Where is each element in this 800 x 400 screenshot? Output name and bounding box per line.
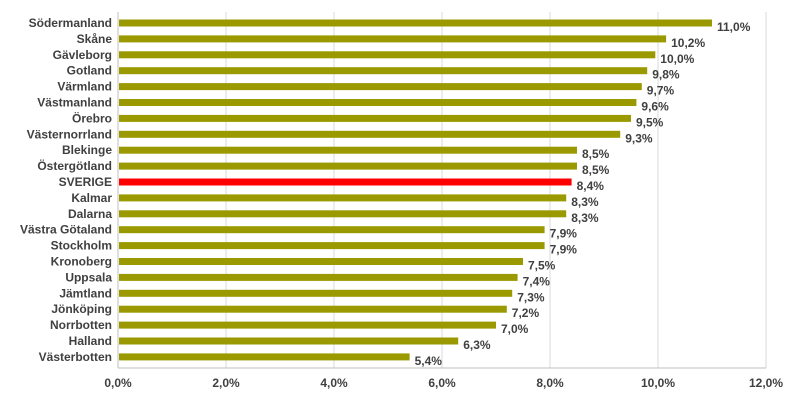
data-label: 7,2% xyxy=(512,306,540,320)
bar xyxy=(119,226,545,234)
bar xyxy=(119,289,513,297)
x-tick-label: 12,0% xyxy=(749,376,783,390)
bar xyxy=(119,242,545,250)
x-tick-label: 0,0% xyxy=(104,376,132,390)
bar xyxy=(119,35,667,43)
x-tick-label: 8,0% xyxy=(536,376,564,390)
bar xyxy=(119,258,523,265)
category-label: Gävleborg xyxy=(53,48,112,62)
bar xyxy=(119,146,577,154)
data-label: 10,0% xyxy=(660,52,694,66)
category-label: Kronoberg xyxy=(51,255,112,269)
data-label: 5,4% xyxy=(415,354,443,368)
category-label: Blekinge xyxy=(62,143,112,157)
bar xyxy=(119,210,567,218)
data-label: 9,5% xyxy=(636,115,664,129)
category-label: Stockholm xyxy=(51,239,112,253)
category-label: Jämtland xyxy=(59,286,112,300)
x-tick-label: 2,0% xyxy=(212,376,240,390)
data-label: 7,9% xyxy=(550,243,578,257)
data-label: 8,3% xyxy=(571,211,599,225)
data-label: 9,8% xyxy=(652,68,680,82)
data-label: 7,5% xyxy=(528,259,556,273)
bar-highlight xyxy=(119,178,572,186)
data-label: 9,7% xyxy=(647,84,675,98)
bar xyxy=(119,83,642,91)
bar xyxy=(119,67,648,75)
bar xyxy=(119,321,496,329)
category-label: Skåne xyxy=(77,32,113,46)
bar xyxy=(119,130,621,138)
category-label: Värmland xyxy=(57,80,112,94)
category-label: Jönköping xyxy=(51,302,112,316)
category-label: Östergötland xyxy=(37,158,112,173)
x-tick-label: 10,0% xyxy=(641,376,675,390)
x-tick-label: 4,0% xyxy=(320,376,348,390)
category-label: Västra Götaland xyxy=(20,223,112,237)
bar xyxy=(119,194,567,202)
bar xyxy=(119,99,637,106)
bar xyxy=(119,353,410,361)
bar xyxy=(119,305,507,313)
data-label: 7,9% xyxy=(550,227,578,241)
category-label: SVERIGE xyxy=(59,175,112,189)
data-label: 10,2% xyxy=(671,36,705,50)
data-label: 7,4% xyxy=(523,274,551,288)
category-label: Örebro xyxy=(72,110,112,125)
category-label: Dalarna xyxy=(68,207,112,221)
bar xyxy=(119,273,518,281)
data-label: 9,6% xyxy=(641,100,669,114)
data-label: 8,3% xyxy=(571,195,599,209)
category-label: Norrbotten xyxy=(50,318,112,332)
data-label: 8,5% xyxy=(582,163,610,177)
category-label: Halland xyxy=(69,334,112,348)
data-label: 9,3% xyxy=(625,131,653,145)
bar xyxy=(119,114,631,122)
data-label: 11,0% xyxy=(717,20,751,34)
data-label: 8,4% xyxy=(577,179,605,193)
data-label: 7,0% xyxy=(501,322,529,336)
data-label: 6,3% xyxy=(463,338,491,352)
category-label: Uppsala xyxy=(65,270,112,284)
category-label: Södermanland xyxy=(29,16,112,30)
category-label: Gotland xyxy=(67,64,112,78)
x-tick-label: 6,0% xyxy=(428,376,456,390)
category-label: Västerbotten xyxy=(39,350,112,364)
bar xyxy=(119,337,459,345)
data-label: 8,5% xyxy=(582,147,610,161)
data-label: 7,3% xyxy=(517,290,545,304)
category-label: Västmanland xyxy=(37,96,112,110)
category-label: Kalmar xyxy=(71,191,112,205)
bar xyxy=(119,162,577,170)
category-label: Västernorrland xyxy=(27,127,112,141)
bar xyxy=(119,51,656,59)
bar xyxy=(119,19,712,27)
